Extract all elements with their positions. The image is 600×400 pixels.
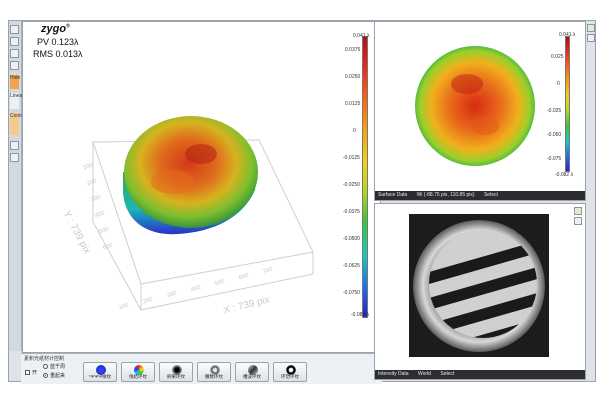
surface-ridge (151, 170, 195, 194)
surface-color-scale-bar (565, 36, 570, 172)
pv-value: PV 0.123λ (37, 37, 79, 47)
intensity-image (409, 214, 549, 357)
control-panel-title: 素积光纸材计控制 (24, 356, 65, 362)
surface-map-region (471, 117, 499, 135)
surface-status-bar: Surface Data Wi (-88.75 pix, 110.85 pix)… (375, 191, 585, 200)
radio-option-1[interactable] (43, 364, 48, 369)
surface-map-plot (415, 46, 535, 166)
surface-scale-label: -0.082 λ (555, 172, 574, 178)
blue-circle-icon (96, 365, 106, 375)
rainbow-circle-icon (134, 365, 144, 375)
mode-button-6[interactable]: 环塑环纹 (273, 362, 307, 382)
surface-peak (185, 144, 217, 164)
mode-button-label: 刷果环纹 (167, 374, 185, 379)
surface-scale-label: 0.025 (551, 54, 564, 60)
scale-label: -0.0750 (343, 290, 360, 296)
fringe-control-panel: 素积光纸材计控制 开 蓝千周 重起来 *ΨΨΨ样纹 线结环纹 刷果环纹 撒数环纹… (21, 353, 382, 384)
scale-label: 0 (353, 128, 356, 134)
app-window: Hide Linear Contour zygo® PV 0.123λ RMS … (8, 20, 596, 384)
print-tool-icon[interactable] (10, 153, 19, 162)
surface-status-mode[interactable]: Select (483, 192, 498, 198)
scale-label: -0.0250 (343, 182, 360, 188)
mode-button-label: 撒数环纹 (205, 374, 223, 379)
surface-map-hotspot (451, 74, 483, 94)
mode-button-2[interactable]: 线结环纹 (121, 362, 155, 382)
mode-button-label: 槽波环纹 (243, 374, 261, 379)
surface-map-pane[interactable]: 0.041 λ 0.025 0 -0.025 -0.050 -0.075 -0.… (374, 21, 586, 201)
mode-button-3[interactable]: 刷果环纹 (159, 362, 193, 382)
mode-button-1[interactable]: *ΨΨΨ样纹 (83, 362, 117, 382)
pan-tool-icon[interactable] (10, 61, 19, 70)
scale-label: -0.0125 (343, 155, 360, 161)
left-toolstrip: Hide Linear Contour (9, 21, 28, 351)
zoom-tool-icon[interactable] (10, 37, 19, 46)
check-icon[interactable] (574, 207, 582, 215)
toolstrip-item-hide[interactable]: Hide (10, 75, 20, 89)
surface-scale-label: -0.025 (547, 108, 562, 114)
ring-icon (286, 365, 296, 375)
rotate-tool-icon[interactable] (10, 49, 19, 58)
mode-button-label: *ΨΨΨ样纹 (88, 374, 112, 379)
intensity-status-mode[interactable]: Select (440, 371, 455, 377)
enable-checkbox-label: 开 (32, 370, 38, 376)
layers-tool-icon[interactable] (10, 141, 19, 150)
surface-status-coords: Wi (-88.75 pix, 110.85 pix) (416, 192, 475, 198)
intensity-status-bar: Intensity Data World Select (375, 370, 585, 379)
radio-option-2[interactable] (43, 373, 48, 378)
surface-top (124, 116, 258, 228)
gray-rings-icon (210, 365, 220, 375)
radio-option-1-label: 蓝千周 (50, 364, 66, 370)
surface-3d-pane[interactable]: zygo® PV 0.123λ RMS 0.013λ (22, 21, 381, 353)
surface-settings-icon[interactable] (587, 34, 595, 42)
scale-label: 0.0250 (345, 74, 361, 80)
toolstrip-item-linear[interactable]: Linear (10, 93, 24, 109)
scale-label: 0.041 λ (353, 33, 370, 39)
surface-check-icon[interactable] (587, 24, 595, 32)
scale-label: -0.0500 (343, 236, 360, 242)
scale-label: 0.0375 (345, 47, 361, 53)
intensity-status-name: Intensity Data (378, 371, 409, 377)
mode-button-4[interactable]: 撒数环纹 (197, 362, 231, 382)
enable-checkbox[interactable] (25, 370, 30, 375)
mode-button-label: 环塑环纹 (281, 374, 299, 379)
dark-rings-icon (172, 365, 182, 375)
radio-option-2-label: 重起来 (50, 373, 66, 379)
surface-scale-label: 0.041 λ (559, 32, 576, 38)
surface-scale-label: -0.075 (547, 156, 562, 162)
surface-map-disc (415, 46, 535, 166)
surface-scale-label: -0.050 (547, 132, 562, 138)
surface-scale-label: 0 (557, 81, 560, 87)
scale-label: -0.0625 (343, 263, 360, 269)
scale-label: -0.082 λ (351, 312, 370, 318)
surface-3d-plot (92, 116, 314, 311)
scale-label: 0.0125 (345, 101, 361, 107)
mode-button-5[interactable]: 槽波环纹 (235, 362, 269, 382)
scale-label: -0.0375 (343, 209, 360, 215)
toolstrip-item-contour[interactable]: Contour (10, 113, 28, 135)
color-scale-bar (362, 36, 368, 318)
intensity-status-world[interactable]: World (417, 371, 431, 377)
mode-button-label: 线结环纹 (129, 374, 147, 379)
pointer-tool-icon[interactable] (10, 25, 19, 34)
rms-value: RMS 0.013λ (33, 49, 83, 59)
stripe-icon (248, 365, 258, 375)
zygo-logo: zygo® (41, 23, 70, 35)
intensity-pane[interactable]: Intensity Data World Select (374, 203, 586, 380)
settings-icon[interactable] (574, 217, 582, 225)
surface-status-name: Surface Data (378, 192, 408, 198)
